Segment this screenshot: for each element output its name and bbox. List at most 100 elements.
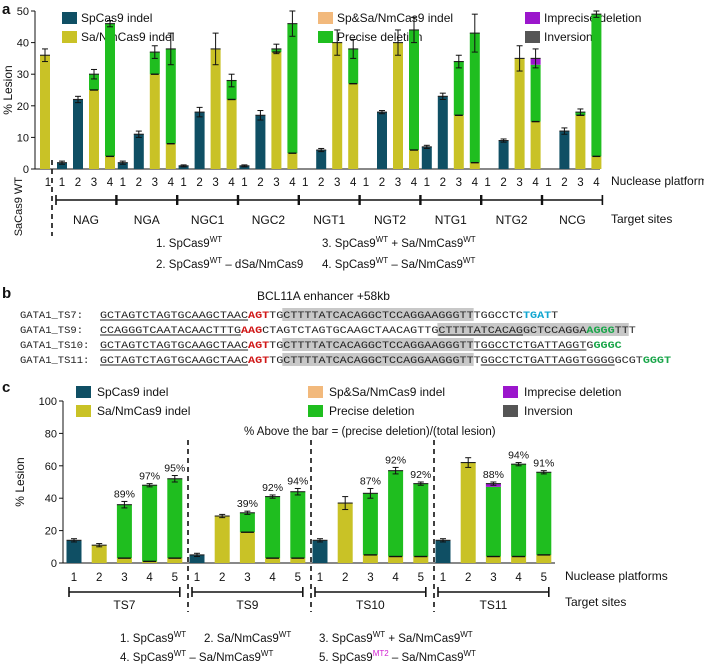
c-platform-tick-label: 2 bbox=[219, 572, 225, 584]
a-bar-sanm bbox=[469, 162, 480, 169]
a-bar-sp bbox=[57, 162, 67, 169]
c-y-tick-label: 100 bbox=[39, 396, 57, 408]
panel-a-footnote: 1. SpCas9WT 2. SpCas9WT – dSa/NmCas9 3. … bbox=[156, 235, 476, 271]
legend-c-swatch-inversion bbox=[503, 405, 518, 417]
a-bar-precise bbox=[453, 61, 464, 116]
a-bar-sanm bbox=[332, 42, 343, 169]
c-platform-tick-label: 3 bbox=[367, 572, 373, 584]
a-bar-sp bbox=[194, 112, 205, 169]
c-bar-percent-label: 89% bbox=[114, 488, 135, 500]
a-group-label: NGT1 bbox=[313, 213, 345, 227]
c-bar-sp bbox=[66, 540, 82, 563]
a-platform-tick-label: 4 bbox=[228, 177, 235, 189]
a-bar-precise bbox=[89, 74, 99, 90]
c-platform-tick-label: 2 bbox=[96, 572, 102, 584]
c-bar-precise bbox=[536, 472, 552, 555]
a-bar-sanm bbox=[210, 48, 221, 169]
a-group-label: NGT2 bbox=[374, 213, 406, 227]
a-bar-sanm bbox=[453, 115, 464, 169]
a-platform-tick-label: 4 bbox=[107, 177, 114, 189]
panel-a-bars bbox=[40, 10, 602, 169]
a-bar-sp bbox=[421, 146, 432, 169]
a-platform-tick-label: 2 bbox=[440, 177, 446, 189]
panel-b-title: BCL11A enhancer +58kb bbox=[257, 289, 390, 303]
a-bar-precise bbox=[149, 52, 160, 75]
legend-c-label-spcas9: SpCas9 indel bbox=[97, 385, 168, 399]
c-bar-percent-label: 92% bbox=[385, 454, 406, 466]
c-y-tick-label: 20 bbox=[45, 526, 57, 538]
legend-c-label-precise: Precise deletion bbox=[329, 404, 414, 418]
c-bar-sanm bbox=[167, 558, 183, 563]
c-bar-percent-label: 95% bbox=[164, 463, 185, 475]
a-group-label: NTG1 bbox=[435, 213, 467, 227]
a-platform-tick-label: 2 bbox=[379, 177, 385, 189]
c-platform-tick-label: 2 bbox=[342, 572, 348, 584]
a-platform-tick-label: 4 bbox=[593, 177, 600, 189]
panel-a-y-label: % Lesion bbox=[1, 65, 15, 114]
panel-a-row-targets: Target sites bbox=[611, 212, 672, 226]
c-platform-tick-label: 4 bbox=[392, 572, 399, 584]
a-bar-sanm bbox=[591, 156, 602, 169]
a-bar-sanm bbox=[409, 150, 419, 169]
panel-c-row-targets: Target sites bbox=[565, 595, 626, 609]
a-control-tick-label: 1 bbox=[45, 177, 51, 189]
b-row-seq: GCTAGTCTAGTGCAAGCTAAC AGT TGCTTTTATCACAGGC… bbox=[100, 310, 558, 322]
c-bar-sanm bbox=[388, 556, 404, 563]
c-platform-tick-label: 4 bbox=[146, 572, 153, 584]
c-bar-precise bbox=[511, 464, 527, 557]
c-y-tick-label: 60 bbox=[45, 461, 57, 473]
c-platform-tick-label: 4 bbox=[269, 572, 276, 584]
a-bar-sp bbox=[498, 140, 509, 169]
c-bar-precise bbox=[362, 493, 378, 555]
legend-label-spsanm: Sp&Sa/NmCas9 indel bbox=[337, 11, 453, 25]
a-bar-precise bbox=[409, 29, 419, 151]
a-bar-precise bbox=[469, 33, 480, 163]
a-platform-tick-label: 4 bbox=[532, 177, 539, 189]
b-row-name: GATA1_TS10: bbox=[20, 340, 89, 352]
c-bar-sanm bbox=[337, 503, 353, 563]
a-bar-sp bbox=[559, 131, 570, 169]
legend-label-inversion: Inversion bbox=[544, 30, 593, 44]
legend-swatch-spcas9 bbox=[62, 12, 77, 24]
a-platform-tick-label: 4 bbox=[289, 177, 296, 189]
c-bar-sanm bbox=[239, 532, 255, 563]
a-platform-tick-label: 2 bbox=[75, 177, 81, 189]
footnote-c-3: 3. SpCas9WT + Sa/NmCas9WT bbox=[319, 630, 473, 645]
a-bar-sp bbox=[239, 165, 250, 169]
panel-a-legend: SpCas9 indel Sp&Sa/NmCas9 indel Imprecis… bbox=[62, 11, 641, 44]
c-platform-tick-label: 5 bbox=[295, 572, 301, 584]
panel-c-letter: c bbox=[2, 379, 10, 396]
c-y-tick-label: 80 bbox=[45, 428, 57, 440]
legend-c-label-sanm: Sa/NmCas9 indel bbox=[97, 404, 190, 418]
a-platform-tick-label: 3 bbox=[334, 177, 340, 189]
panel-c-legend: SpCas9 indel Sp&Sa/NmCas9 indel Imprecis… bbox=[76, 385, 621, 418]
panel-c-bars: 89% 97% 95% 39% 92% 94% 87% 92% 92% 88% 94% 91% bbox=[66, 450, 554, 563]
a-y-tick-label: 40 bbox=[17, 38, 29, 50]
legend-swatch-spsanm bbox=[318, 12, 333, 24]
a-platform-tick-label: 2 bbox=[196, 177, 202, 189]
a-group-label: NGC2 bbox=[252, 213, 286, 227]
c-y-tick-label: 40 bbox=[45, 493, 57, 505]
c-bar-precise bbox=[239, 512, 255, 533]
c-bar-precise bbox=[290, 491, 306, 559]
a-platform-tick-label: 4 bbox=[168, 177, 175, 189]
legend-swatch-sanm bbox=[62, 31, 77, 43]
c-platform-tick-label: 5 bbox=[172, 572, 178, 584]
a-platform-tick-label: 3 bbox=[152, 177, 158, 189]
legend-c-swatch-precise bbox=[308, 405, 323, 417]
a-platform-tick-label: 1 bbox=[180, 177, 186, 189]
c-platform-tick-label: 5 bbox=[418, 572, 424, 584]
a-platform-tick-label: 2 bbox=[136, 177, 142, 189]
c-bar-percent-label: 94% bbox=[508, 450, 529, 462]
b-row-name: GATA1_TS11: bbox=[20, 355, 89, 367]
c-bar-percent-label: 88% bbox=[483, 469, 504, 481]
c-platform-tick-label: 3 bbox=[121, 572, 127, 584]
panel-a-control-label: SaCas9 WT bbox=[13, 177, 25, 237]
a-bar-precise bbox=[591, 14, 602, 157]
a-platform-tick-label: 1 bbox=[363, 177, 369, 189]
a-platform-tick-label: 1 bbox=[59, 177, 65, 189]
panel-c: c SpCas9 indel Sp&Sa/NmCas9 indel Imprec… bbox=[2, 379, 668, 664]
footnote-a-3: 3. SpCas9WT + Sa/NmCas9WT bbox=[322, 235, 476, 250]
c-bar-percent-label: 39% bbox=[237, 498, 258, 510]
c-bar-sanm bbox=[142, 561, 158, 563]
